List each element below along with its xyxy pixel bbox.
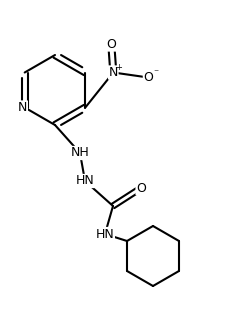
Text: O: O — [106, 38, 116, 51]
Text: O: O — [136, 181, 146, 194]
Text: HN: HN — [76, 175, 94, 187]
Text: N: N — [18, 101, 27, 114]
Text: O: O — [143, 71, 153, 84]
Text: +: + — [115, 63, 122, 72]
Text: N: N — [109, 66, 118, 79]
Text: HN: HN — [96, 228, 114, 241]
Text: NH: NH — [71, 147, 89, 160]
Text: ⁻: ⁻ — [154, 68, 159, 78]
